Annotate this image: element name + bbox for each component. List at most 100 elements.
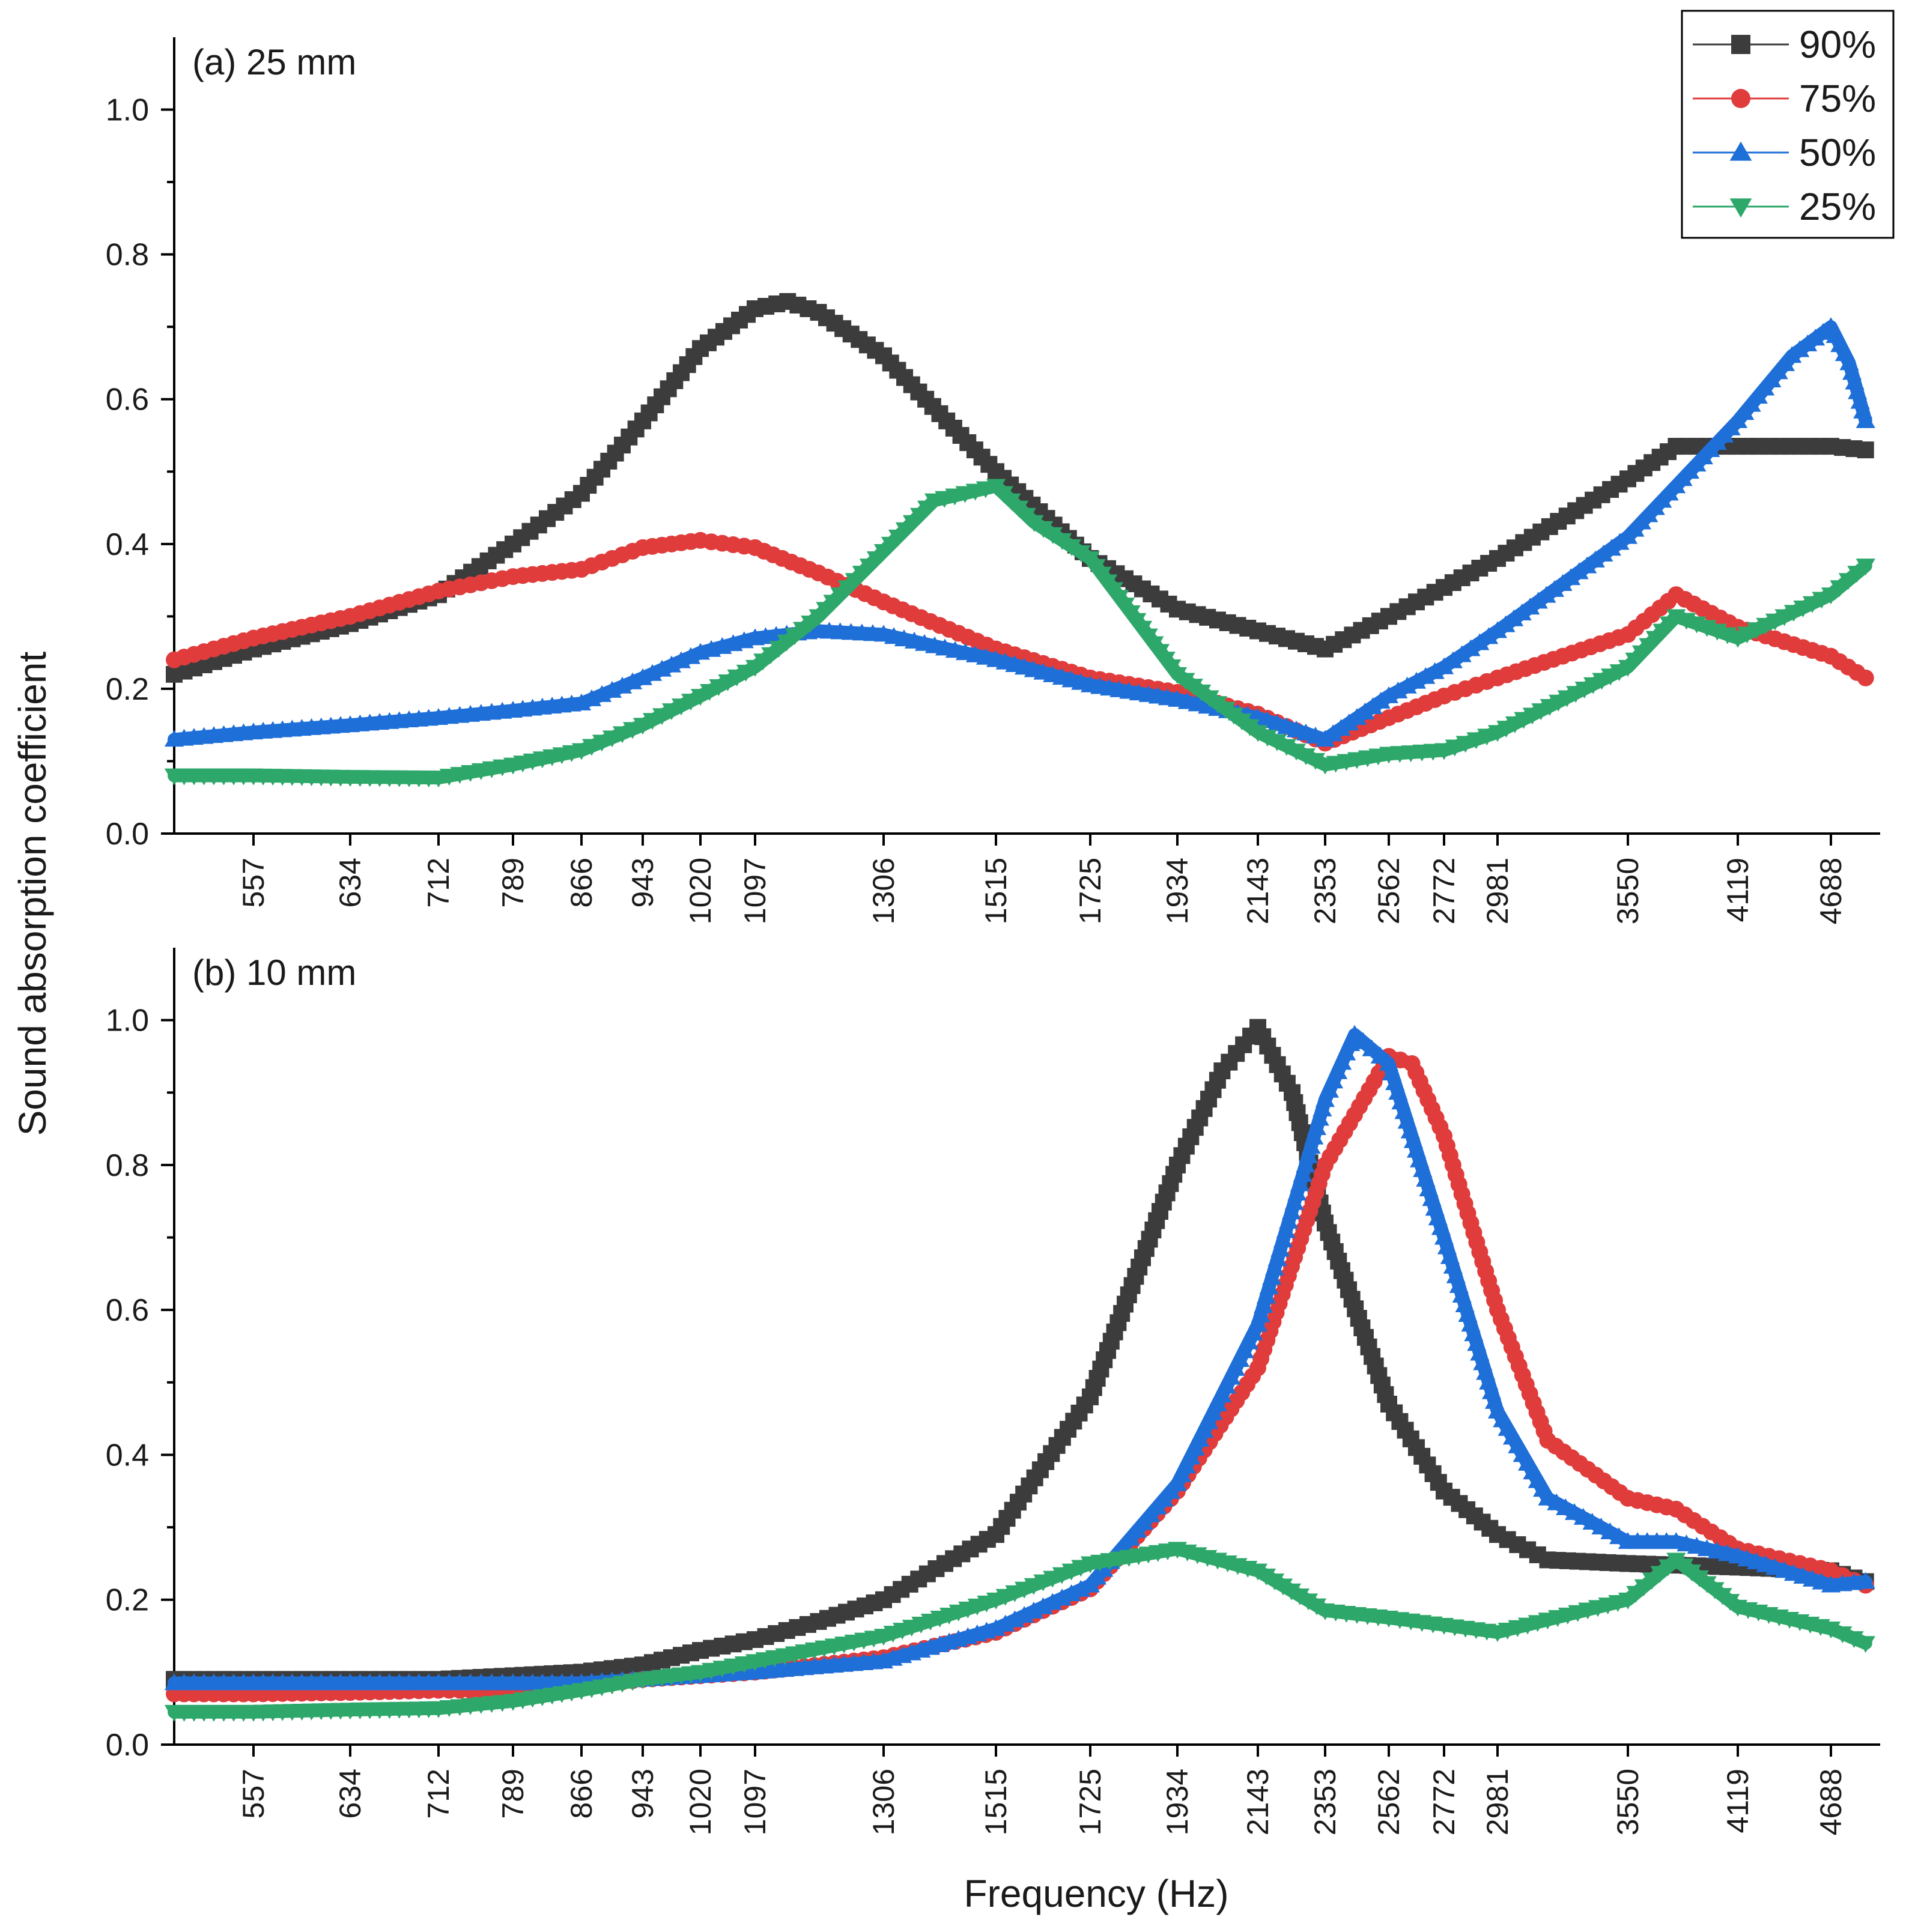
data-point [1203, 1403, 1223, 1420]
data-point [995, 1614, 1015, 1632]
data-point [1379, 686, 1399, 703]
y-tick-label: 0.4 [106, 527, 149, 562]
data-point [1833, 1626, 1853, 1644]
data-point [1230, 1350, 1250, 1367]
data-point [1052, 1588, 1072, 1606]
data-point [1479, 1372, 1499, 1390]
x-tick-label: 866 [565, 858, 598, 907]
data-point [1024, 1601, 1043, 1619]
data-point [671, 698, 691, 716]
data-point [1838, 573, 1858, 590]
data-point [1425, 662, 1445, 679]
data-point [1181, 1447, 1201, 1465]
legend-item[interactable]: 25% [1693, 185, 1876, 228]
legend-label: 50% [1799, 131, 1876, 174]
data-point [1176, 1456, 1196, 1474]
x-tick-label: 789 [496, 1769, 530, 1818]
data-point [1339, 713, 1359, 731]
data-point [633, 668, 653, 685]
legend-marker [1731, 89, 1750, 108]
data-point [1287, 1184, 1307, 1201]
data-point [1845, 372, 1865, 390]
x-tick-label: 634 [333, 858, 367, 907]
data-point [1434, 743, 1454, 760]
data-point [1406, 671, 1427, 689]
data-point [1315, 730, 1335, 747]
data-point [1286, 743, 1307, 761]
x-tick-label: 2143 [1241, 858, 1275, 924]
data-point [1167, 1474, 1188, 1491]
x-tick-label: 1306 [867, 858, 900, 924]
legend-item[interactable]: 50% [1693, 131, 1876, 174]
data-point [1473, 1353, 1493, 1370]
data-point [1332, 1053, 1352, 1070]
data-point [1194, 1421, 1214, 1438]
data-point [1310, 1109, 1329, 1126]
data-point [1379, 1053, 1399, 1071]
y-tick-label: 0.2 [106, 1583, 149, 1618]
y-tick-label: 0.4 [106, 1438, 149, 1473]
data-point [690, 1665, 711, 1682]
x-tick-label: 1020 [684, 1769, 717, 1835]
data-point [1850, 392, 1870, 409]
data-point [1363, 697, 1383, 714]
data-point [1856, 559, 1875, 576]
data-point [1443, 1256, 1463, 1274]
data-point [1061, 1584, 1081, 1601]
data-point [1371, 691, 1391, 709]
data-point [1254, 1296, 1273, 1313]
data-point [1043, 1593, 1063, 1610]
data-point [1034, 521, 1054, 538]
data-point [1304, 1127, 1324, 1145]
data-point [1293, 1164, 1313, 1182]
x-tick-label: 1515 [979, 1769, 1013, 1835]
x-tick-label: 4688 [1814, 1769, 1848, 1835]
data-point [712, 1661, 732, 1678]
data-point [622, 672, 643, 689]
data-point [1264, 1258, 1285, 1276]
data-point [1267, 1249, 1287, 1267]
data-point [652, 659, 672, 677]
legend-label: 90% [1799, 23, 1876, 66]
data-point [1298, 1146, 1319, 1163]
data-point [1262, 1268, 1282, 1285]
legend-item[interactable]: 90% [1693, 23, 1876, 66]
data-point [1406, 1140, 1427, 1158]
legend-box [1681, 10, 1895, 239]
data-point [1071, 1579, 1091, 1597]
data-point [1443, 651, 1463, 668]
x-tick-label: 1020 [684, 858, 717, 924]
data-point [1479, 627, 1499, 644]
data-point [1276, 1221, 1296, 1238]
data-point [1857, 441, 1874, 459]
data-point [1452, 1285, 1472, 1303]
data-point [581, 689, 602, 706]
data-point [1821, 587, 1841, 605]
data-point [1331, 719, 1351, 736]
x-tick-label: 1306 [867, 1769, 900, 1835]
data-point [1449, 1276, 1469, 1293]
data-point [1296, 748, 1316, 766]
data-point [1434, 1228, 1454, 1245]
data-point [642, 664, 663, 681]
x-tick-label: 1934 [1161, 858, 1194, 924]
legend[interactable]: 90% 75% 50% 25% [1681, 10, 1895, 239]
series-line [168, 1020, 1872, 1686]
x-tick-label: 3550 [1611, 858, 1645, 924]
y-tick-label: 1.0 [106, 1004, 149, 1038]
data-point [1172, 1465, 1192, 1482]
y-tick-label: 0.0 [106, 817, 149, 852]
data-point [1239, 1332, 1259, 1349]
data-point [1464, 1324, 1484, 1342]
data-point [1434, 657, 1454, 674]
data-point [1052, 533, 1072, 550]
x-tick-label: 2562 [1372, 1769, 1406, 1835]
data-point [1043, 527, 1063, 544]
x-tick-label: 943 [626, 1769, 660, 1818]
x-tick-label: 2143 [1241, 1769, 1275, 1835]
data-point [1248, 1315, 1268, 1332]
data-point [1190, 1429, 1210, 1447]
x-tick-label: 4119 [1721, 858, 1755, 922]
legend-item[interactable]: 75% [1693, 77, 1876, 120]
data-point [1307, 1118, 1327, 1135]
